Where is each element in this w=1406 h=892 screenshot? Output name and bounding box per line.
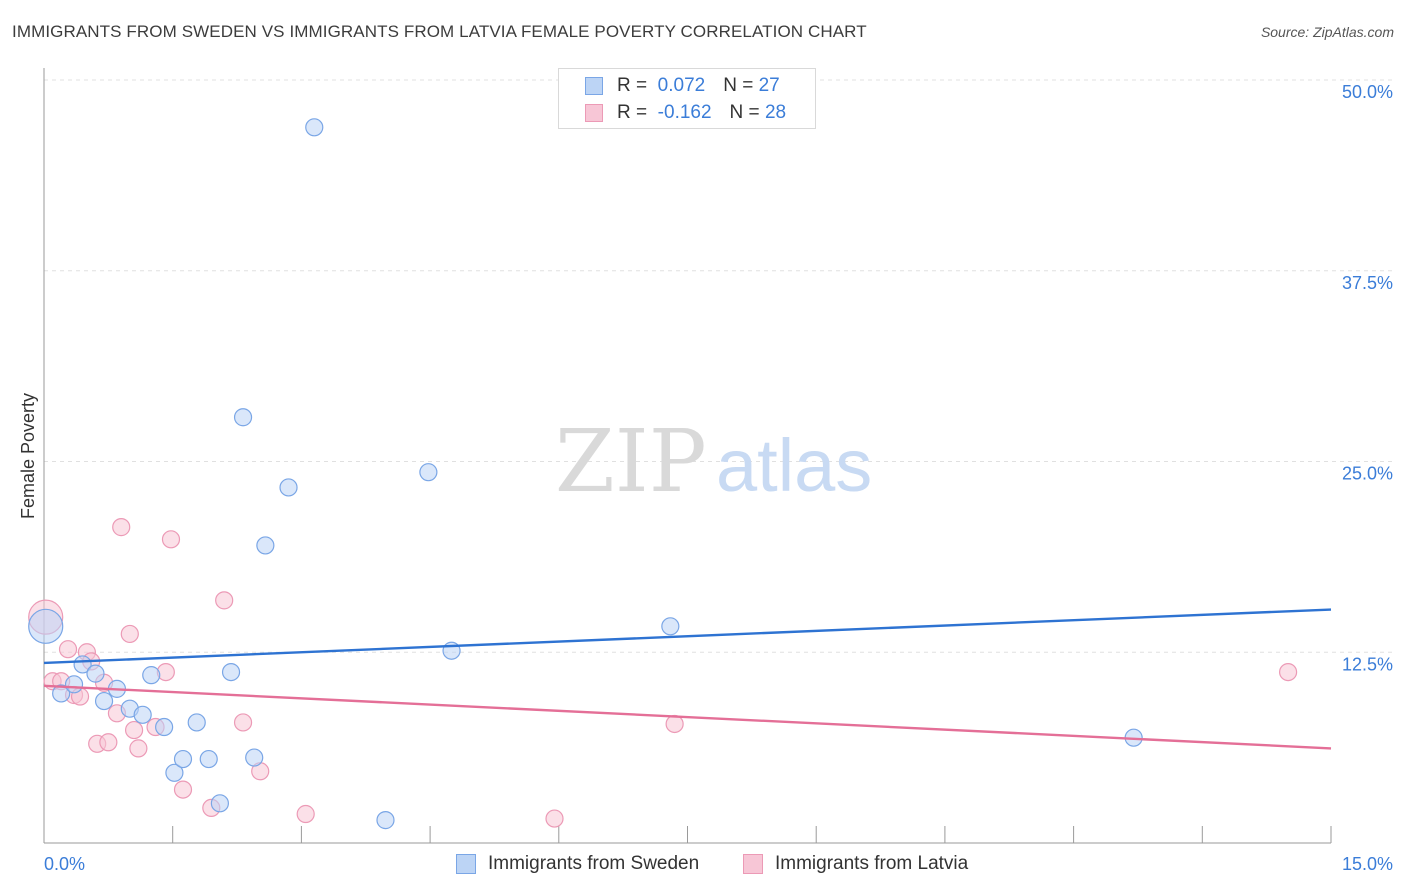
latvia-point	[296, 804, 315, 824]
sweden-point	[142, 666, 161, 685]
latvia-point	[215, 591, 234, 610]
sweden-swatch-icon	[456, 854, 476, 874]
sweden-point	[133, 705, 152, 724]
sweden-point	[305, 118, 324, 137]
latvia-point	[161, 530, 181, 549]
latvia-point	[173, 780, 193, 799]
sweden-point	[173, 749, 193, 769]
x-tick-label: 15.0%	[1342, 854, 1393, 874]
sweden-point	[210, 794, 229, 813]
latvia-point	[545, 809, 564, 828]
y-tick-label: 37.5%	[1342, 273, 1393, 293]
sweden-point	[94, 691, 114, 711]
latvia-point	[58, 640, 78, 659]
chart-title: IMMIGRANTS FROM SWEDEN VS IMMIGRANTS FRO…	[12, 22, 867, 41]
sweden-points	[28, 118, 1143, 830]
bottom-legend-latvia: Immigrants from Latvia	[743, 851, 968, 877]
legend-row-latvia: R = -0.162 N = 28	[585, 102, 786, 124]
sweden-point	[233, 408, 253, 427]
sweden-point	[155, 717, 174, 737]
x-tick-label: 0.0%	[44, 854, 85, 874]
bottom-legend-latvia-label: Immigrants from Latvia	[775, 853, 969, 874]
sweden-point	[199, 749, 218, 769]
bottom-legend-sweden: Immigrants from Sweden	[456, 851, 699, 877]
legend-r-label: R =	[617, 75, 648, 96]
latvia-point	[1278, 662, 1298, 682]
trend-lines	[43, 608, 1332, 750]
sweden-point	[221, 662, 241, 682]
y-axis-label: Female Poverty	[18, 393, 38, 519]
sweden-point	[256, 536, 275, 555]
latvia-point	[665, 714, 684, 734]
source-label: Source: ZipAtlas.com	[1260, 24, 1394, 40]
legend-n-label: N =	[729, 102, 760, 123]
latvia-point	[120, 624, 139, 644]
legend-n-value: 27	[758, 75, 780, 96]
legend-r-value: -0.162	[657, 102, 712, 123]
legend-n-label: N =	[723, 75, 754, 96]
sweden-point	[661, 617, 680, 636]
y-tick-label: 50.0%	[1342, 82, 1393, 102]
latvia-point	[99, 733, 118, 752]
sweden-point	[86, 664, 105, 683]
sweden-trend-line	[43, 608, 1332, 665]
sweden-point	[419, 463, 438, 482]
latvia-point	[124, 720, 144, 740]
grid-lines	[44, 79, 1392, 653]
latvia-points	[28, 518, 1298, 828]
watermark-atlas: atlas	[716, 424, 872, 507]
latvia-point	[156, 662, 175, 682]
sweden-point	[376, 811, 395, 830]
latvia-point	[129, 739, 148, 758]
sweden-point	[165, 763, 184, 782]
sweden-point	[28, 608, 64, 644]
legend-r-value: 0.072	[657, 75, 706, 96]
watermark-zip: ZIP	[555, 412, 707, 512]
latvia-point	[233, 713, 253, 732]
latvia-swatch-icon	[585, 104, 603, 122]
sweden-swatch-icon	[585, 77, 603, 95]
bottom-legend-sweden-label: Immigrants from Sweden	[488, 853, 700, 874]
legend-r-label: R =	[617, 102, 648, 123]
tick-labels: 12.5% 25.0% 37.5% 50.0% 0.0% 15.0%	[44, 82, 1393, 874]
sweden-point	[245, 748, 264, 767]
sweden-point	[187, 713, 206, 732]
legend-n-value: 28	[764, 102, 787, 123]
axes	[43, 68, 1332, 844]
latvia-trend-line	[43, 684, 1332, 750]
sweden-point	[52, 684, 71, 703]
sweden-point	[64, 675, 84, 694]
y-tick-label: 12.5%	[1342, 654, 1393, 674]
y-tick-label: 25.0%	[1342, 464, 1393, 484]
legend-row-sweden: R = 0.072 N = 27	[585, 75, 780, 97]
stats-legend: R = 0.072 N = 27 R = -0.162 N = 28	[558, 68, 816, 129]
latvia-swatch-icon	[743, 854, 763, 874]
sweden-point	[279, 478, 298, 497]
latvia-point	[112, 518, 131, 537]
